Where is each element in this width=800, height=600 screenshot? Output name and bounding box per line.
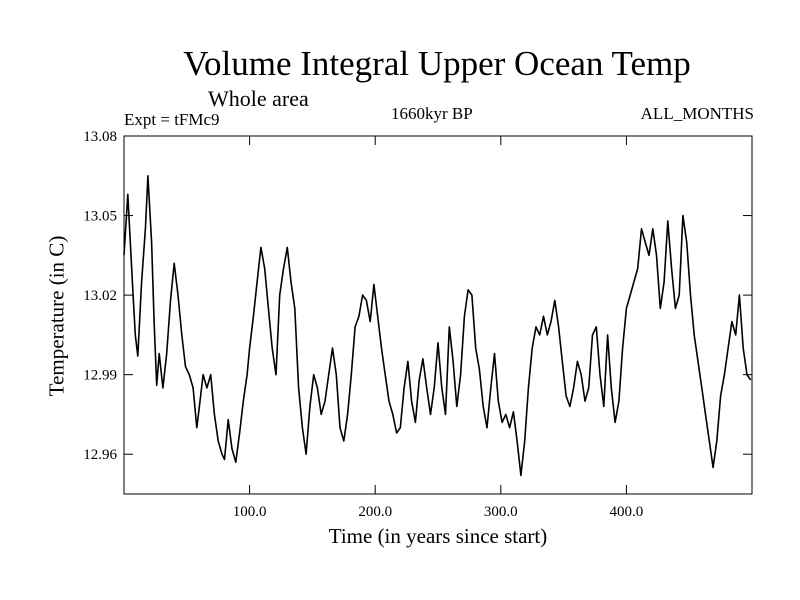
x-tick-label: 300.0 bbox=[484, 504, 518, 520]
x-axis: 100.0 200.0 300.0 400.0 bbox=[233, 136, 644, 520]
y-tick-label: 13.02 bbox=[83, 288, 117, 304]
y-tick-label: 12.96 bbox=[83, 447, 117, 463]
x-axis-label: Time (in years since start) bbox=[328, 524, 548, 548]
x-tick-label: 100.0 bbox=[233, 504, 267, 520]
y-axis: 12.96 12.99 13.02 13.05 13.08 bbox=[83, 129, 752, 463]
series-line bbox=[123, 175, 752, 477]
y-tick-label: 13.08 bbox=[83, 129, 117, 145]
period-label: 1660kyr BP bbox=[391, 104, 473, 123]
plot-frame bbox=[123, 135, 753, 495]
experiment-label: Expt = tFMc9 bbox=[124, 110, 220, 129]
months-label: ALL_MONTHS bbox=[640, 104, 754, 123]
y-tick-label: 13.05 bbox=[83, 209, 117, 225]
x-tick-label: 200.0 bbox=[358, 504, 392, 520]
chart-subtitle: Whole area bbox=[208, 86, 309, 111]
y-tick-label: 12.99 bbox=[83, 368, 117, 384]
x-tick-label: 400.0 bbox=[610, 504, 644, 520]
chart-title: Volume Integral Upper Ocean Temp bbox=[183, 44, 691, 83]
